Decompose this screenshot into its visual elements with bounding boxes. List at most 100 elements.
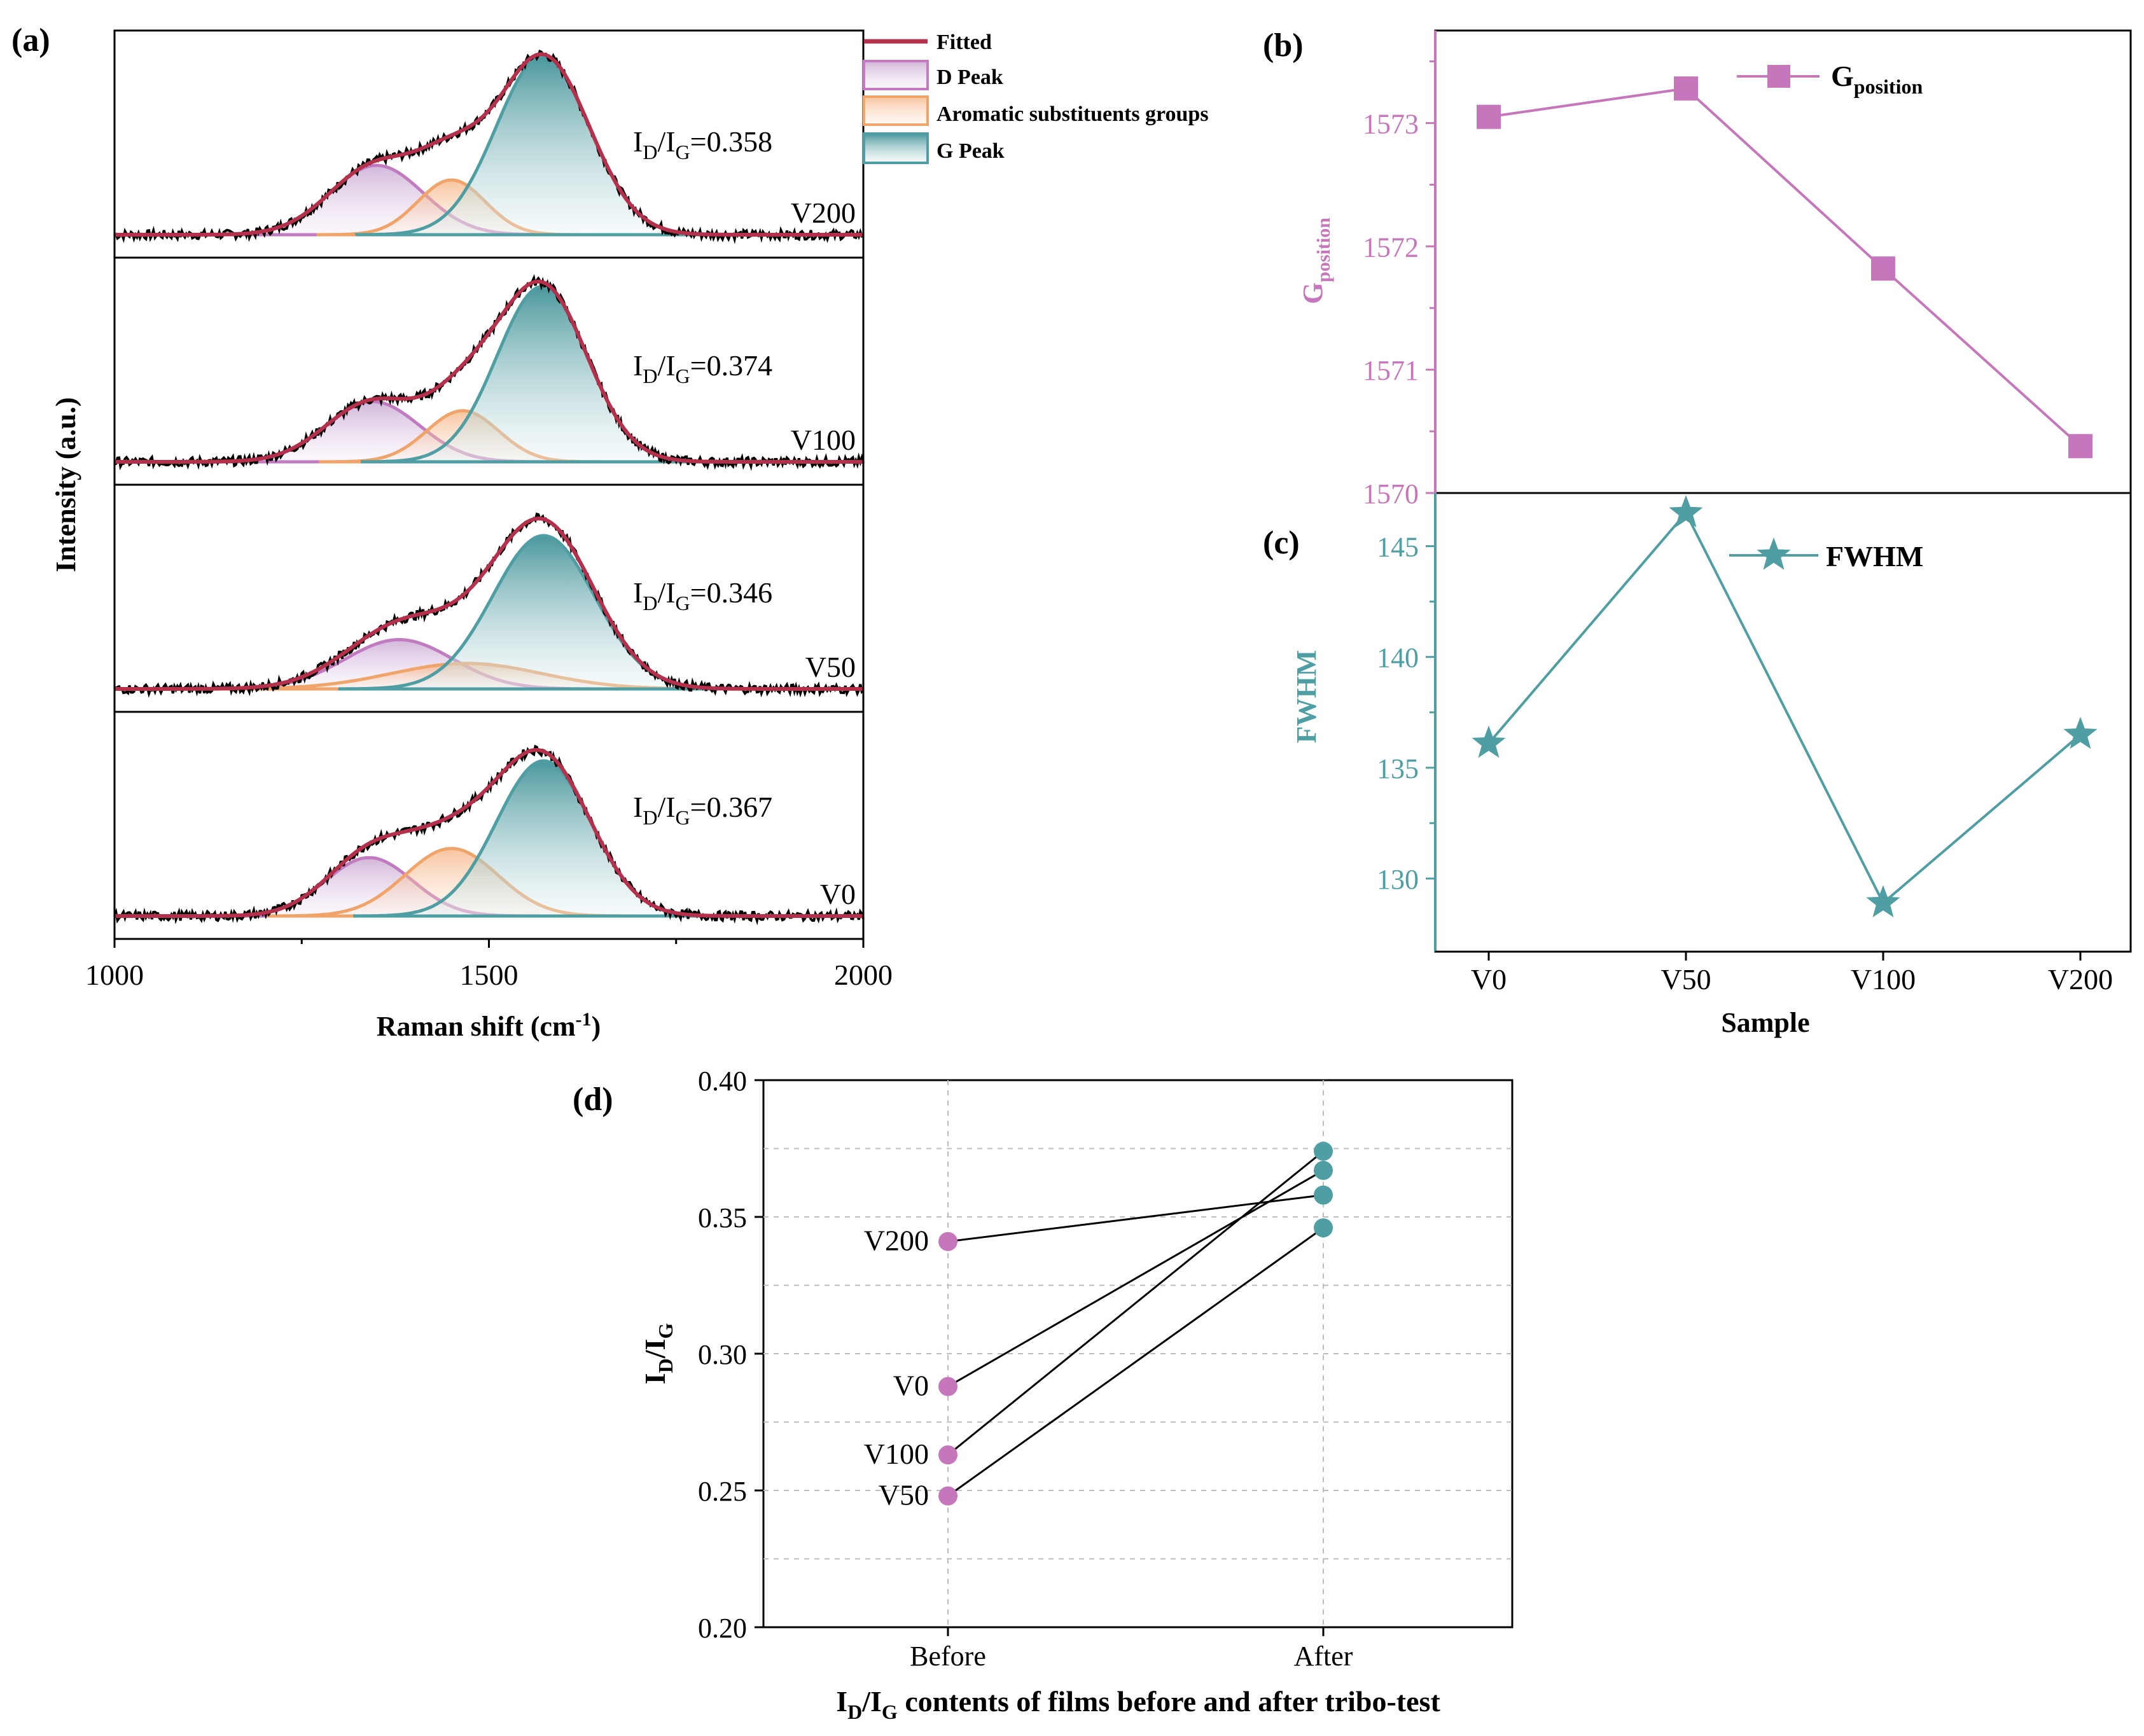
ratio-i: I [633, 125, 643, 158]
panel-d-x-axis-label: ID/IG contents of films before and after… [836, 1685, 1440, 1723]
b-ylabel-sub: position [1313, 218, 1334, 282]
panel-c-plot: 130 135 140 145 V0 V50 V100 V200 [1377, 493, 2131, 996]
panel-a-plots: ID/IG=0.358V200ID/IG=0.374V100ID/IG=0.34… [113, 50, 865, 926]
x-tick-label: Before [910, 1641, 986, 1672]
connector-line [947, 1226, 1324, 1497]
panel-c-y-axis-label: FWHM [1291, 650, 1322, 744]
ratio-slash-i: /I [657, 576, 675, 609]
x-tick-label: V0 [1471, 963, 1507, 996]
spectrum-V200: ID/IG=0.358 V200 [114, 50, 864, 244]
data-point-square [2068, 434, 2092, 459]
series-V200: V200 [864, 1185, 1333, 1257]
data-point-star [1472, 725, 1506, 758]
ratio-i: I [633, 349, 643, 382]
after-point [1314, 1185, 1333, 1205]
panel-d-y-axis-label: ID/IG [639, 1323, 677, 1385]
x-label-sup: -1 [576, 1009, 592, 1030]
panel-c-legend: FWHM [1729, 538, 1923, 573]
series-label: V50 [879, 1479, 929, 1511]
x-tick-label: V200 [2048, 963, 2113, 996]
x-tick-label: 2000 [834, 959, 893, 991]
panel-d-plot: 0.20 0.25 0.30 0.35 0.40 Before After V200 V0 V10… [698, 1066, 1512, 1672]
y-tick-label: 145 [1377, 532, 1419, 563]
ratio-value: =0.358 [690, 125, 772, 158]
panel-bc-frame [1434, 29, 2132, 953]
after-point [1314, 1141, 1333, 1161]
legend-g-sub: position [1854, 75, 1923, 98]
ratio-sub-g: G [676, 365, 690, 387]
id-ig-annotation: ID/IG=0.346 [633, 576, 772, 615]
legend-fwhm-marker [1757, 538, 1791, 570]
ratio-value: =0.374 [690, 349, 772, 382]
series-V100: V100 [864, 1141, 1333, 1470]
ratio-sub-d: D [643, 806, 657, 829]
legend-g-position-label: Gposition [1831, 60, 1923, 98]
y-tick-label: 140 [1377, 642, 1419, 674]
after-point [1314, 1218, 1333, 1238]
d-xlabel-p2: /I [861, 1685, 882, 1718]
spectrum-V0: ID/IG=0.367 V0 [113, 711, 865, 926]
x-tick-label: 1000 [85, 959, 144, 991]
legend-g-position-marker [1767, 65, 1790, 88]
ratio-value: =0.367 [690, 791, 772, 823]
legend-d-peak-swatch [863, 60, 929, 90]
ratio-sub-g: G [676, 806, 690, 829]
legend-fwhm-label: FWHM [1826, 540, 1923, 573]
legend-aromatic-swatch [863, 95, 929, 126]
before-point [938, 1486, 957, 1506]
panel-bc: (b) (c) 1570 1571 1572 1573 130 135 140 145 V0 V… [1263, 27, 2132, 1038]
legend-d-peak-label: D Peak [936, 66, 1003, 89]
data-point-square [1871, 256, 1895, 281]
sample-label: V0 [820, 878, 856, 910]
ratio-slash-i: /I [657, 125, 675, 158]
d-ylabel-s1: D [654, 1358, 677, 1373]
panel-a-y-axis-label: Intensity (a.u.) [50, 397, 81, 572]
after-point [1314, 1160, 1333, 1180]
legend-g-peak-label: G Peak [936, 139, 1005, 163]
panel-a-x-axis-label: Raman shift (cm-1) [377, 1009, 601, 1042]
y-tick-label: 0.20 [698, 1613, 747, 1644]
panel-c-x-axis-label: Sample [1721, 1007, 1809, 1038]
connector-line [947, 1169, 1324, 1387]
x-tick-label: V100 [1851, 963, 1916, 996]
y-tick-label: 1571 [1363, 355, 1419, 386]
sample-label: V200 [791, 197, 856, 229]
panel-a-x-ticks: 1000 1500 2000 [85, 939, 893, 991]
d-xlabel-s1: D [847, 1700, 862, 1723]
ratio-sub-d: D [643, 141, 657, 163]
ratio-slash-i: /I [657, 349, 675, 382]
x-tick-label: V50 [1660, 963, 1711, 996]
series-label: V200 [864, 1225, 929, 1257]
id-ig-annotation: ID/IG=0.374 [633, 349, 772, 387]
id-ig-annotation: ID/IG=0.358 [633, 125, 772, 163]
data-point-star [1669, 495, 1703, 527]
legend-fitted-label: Fitted [936, 31, 992, 54]
d-xlabel-p1: I [836, 1685, 847, 1718]
connector-line [947, 1150, 1324, 1456]
series-label: V100 [864, 1438, 929, 1470]
series-label: V0 [893, 1370, 929, 1402]
y-tick-label: 130 [1377, 864, 1419, 895]
x-tick-label: After [1294, 1641, 1353, 1672]
x-tick-label: 1500 [460, 959, 519, 991]
ratio-sub-g: G [676, 592, 690, 615]
fitted-line [115, 747, 863, 918]
y-tick-label: 1573 [1363, 108, 1419, 139]
panel-d: (d) 0.20 0.25 0.30 0.35 0.40 Before After V200 V… [573, 1066, 1514, 1723]
spectrum-V50: ID/IG=0.346 V50 [113, 483, 865, 698]
fitted-line [115, 517, 863, 691]
y-tick-label: 135 [1377, 753, 1419, 784]
d-ylabel-p2: /I [639, 1339, 671, 1359]
y-tick-label: 1570 [1363, 478, 1419, 510]
panel-b-label: (b) [1263, 27, 1304, 64]
ratio-sub-d: D [643, 592, 657, 615]
x-label-main: Raman shift (cm [377, 1011, 576, 1042]
d-ylabel-p1: I [639, 1373, 671, 1384]
series-V0: V0 [893, 1160, 1333, 1402]
panel-a-legend: Fitted D Peak Aromatic substituents grou… [863, 31, 1209, 164]
legend-g-main: G [1831, 60, 1854, 92]
ratio-value: =0.346 [690, 576, 772, 609]
panel-c-label: (c) [1263, 525, 1300, 561]
fitted-line [115, 52, 863, 237]
